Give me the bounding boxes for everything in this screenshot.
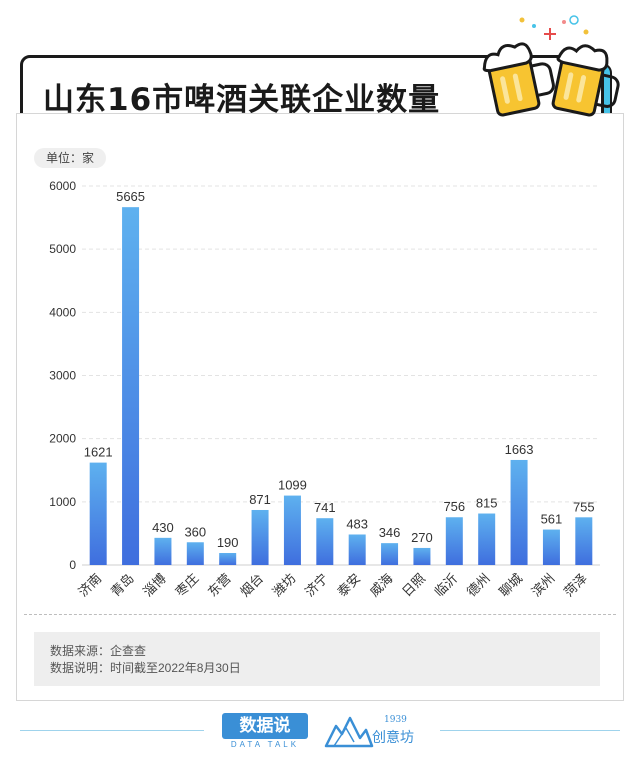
bar (381, 543, 399, 565)
bar-value-label: 190 (217, 535, 239, 550)
bar-value-label: 756 (443, 499, 465, 514)
bar (154, 537, 172, 565)
bar-value-label: 561 (541, 512, 563, 527)
x-tick-label: 烟台 (237, 571, 266, 600)
bar-value-label: 483 (346, 516, 368, 531)
shujushuo-logo: 数据说 (222, 713, 308, 739)
x-tick-label: 青岛 (108, 571, 137, 600)
x-tick-label: 枣庄 (172, 571, 201, 600)
bar (186, 542, 204, 565)
x-tick-label: 聊城 (496, 571, 525, 600)
data-labels: 1621 5665 430 360 190 871 1099 741 483 346 270 756 8… (84, 189, 595, 550)
divider (24, 614, 616, 615)
bar-value-label: 815 (476, 496, 498, 511)
bar (316, 518, 334, 565)
y-tick-label: 0 (69, 558, 76, 572)
y-tick-label: 6000 (49, 179, 76, 193)
y-tick-label: 3000 (49, 369, 76, 383)
chuangyifang-logo-icon (324, 716, 374, 748)
footer-line-right (440, 730, 620, 731)
bar (510, 459, 528, 565)
bar (445, 517, 463, 565)
x-tick-label: 济南 (75, 571, 104, 600)
shujushuo-logo-subtitle: DATA TALK (230, 740, 300, 749)
bar-value-label: 360 (184, 524, 206, 539)
bar (251, 509, 269, 565)
source-description: 数据说明：时间截至2022年8月30日 (50, 661, 241, 675)
bar (478, 513, 496, 565)
y-axis-ticks: 0 1000 2000 3000 4000 5000 6000 (49, 179, 76, 572)
x-tick-label: 济宁 (302, 571, 331, 600)
bar (219, 552, 237, 565)
bar (542, 529, 560, 565)
x-tick-label: 威海 (367, 571, 396, 600)
bars (89, 207, 593, 565)
bar-value-label: 270 (411, 530, 433, 545)
bar-value-label: 741 (314, 500, 336, 515)
bar-value-label: 871 (249, 492, 271, 507)
x-tick-label: 淄博 (140, 571, 169, 600)
x-tick-label: 日照 (399, 571, 428, 600)
bar (122, 207, 140, 565)
bar (575, 517, 593, 565)
bar-chart: 0 1000 2000 3000 4000 5000 6000 1621 5665 430 360… (49, 179, 600, 600)
partner-year: 1939 (384, 715, 407, 725)
bar-value-label: 755 (573, 499, 595, 514)
bar-value-label: 1663 (505, 442, 534, 457)
x-tick-label: 滨州 (529, 571, 558, 600)
chart-card (16, 113, 624, 701)
unit-label: 单位：家 (34, 148, 106, 168)
bar-value-label: 5665 (116, 189, 145, 204)
bar-value-label: 430 (152, 520, 174, 535)
y-tick-label: 2000 (49, 432, 76, 446)
x-tick-label: 德州 (464, 571, 493, 600)
bar (348, 534, 366, 565)
bar (283, 495, 301, 565)
x-tick-label: 临沂 (431, 571, 460, 600)
bar-value-label: 1099 (278, 478, 307, 493)
x-tick-label: 泰安 (334, 571, 363, 600)
x-axis-ticks: 济南 青岛 淄博 枣庄 东营 烟台 潍坊 济宁 泰安 威海 日照 临沂 德州 聊城 滨州 菏泽 (75, 571, 590, 600)
bar-value-label: 346 (379, 525, 401, 540)
bar (413, 547, 431, 565)
x-tick-label: 菏泽 (561, 571, 590, 600)
page-title: 山东16市啤酒关联企业数量 (43, 82, 441, 118)
bar-value-label: 1621 (84, 445, 113, 460)
bar (89, 462, 107, 565)
beer-mugs-icon (482, 15, 620, 117)
source-line: 数据来源：企查查 (50, 644, 147, 658)
y-tick-label: 4000 (49, 305, 76, 319)
x-tick-label: 潍坊 (270, 571, 299, 600)
footer-line-left (20, 730, 204, 731)
y-tick-label: 1000 (49, 495, 76, 509)
source-note: 数据来源：企查查 数据说明：时间截至2022年8月30日 (34, 632, 600, 686)
partner-name: 创意坊 (372, 730, 414, 746)
x-tick-label: 东营 (205, 571, 234, 600)
y-tick-label: 5000 (49, 242, 76, 256)
